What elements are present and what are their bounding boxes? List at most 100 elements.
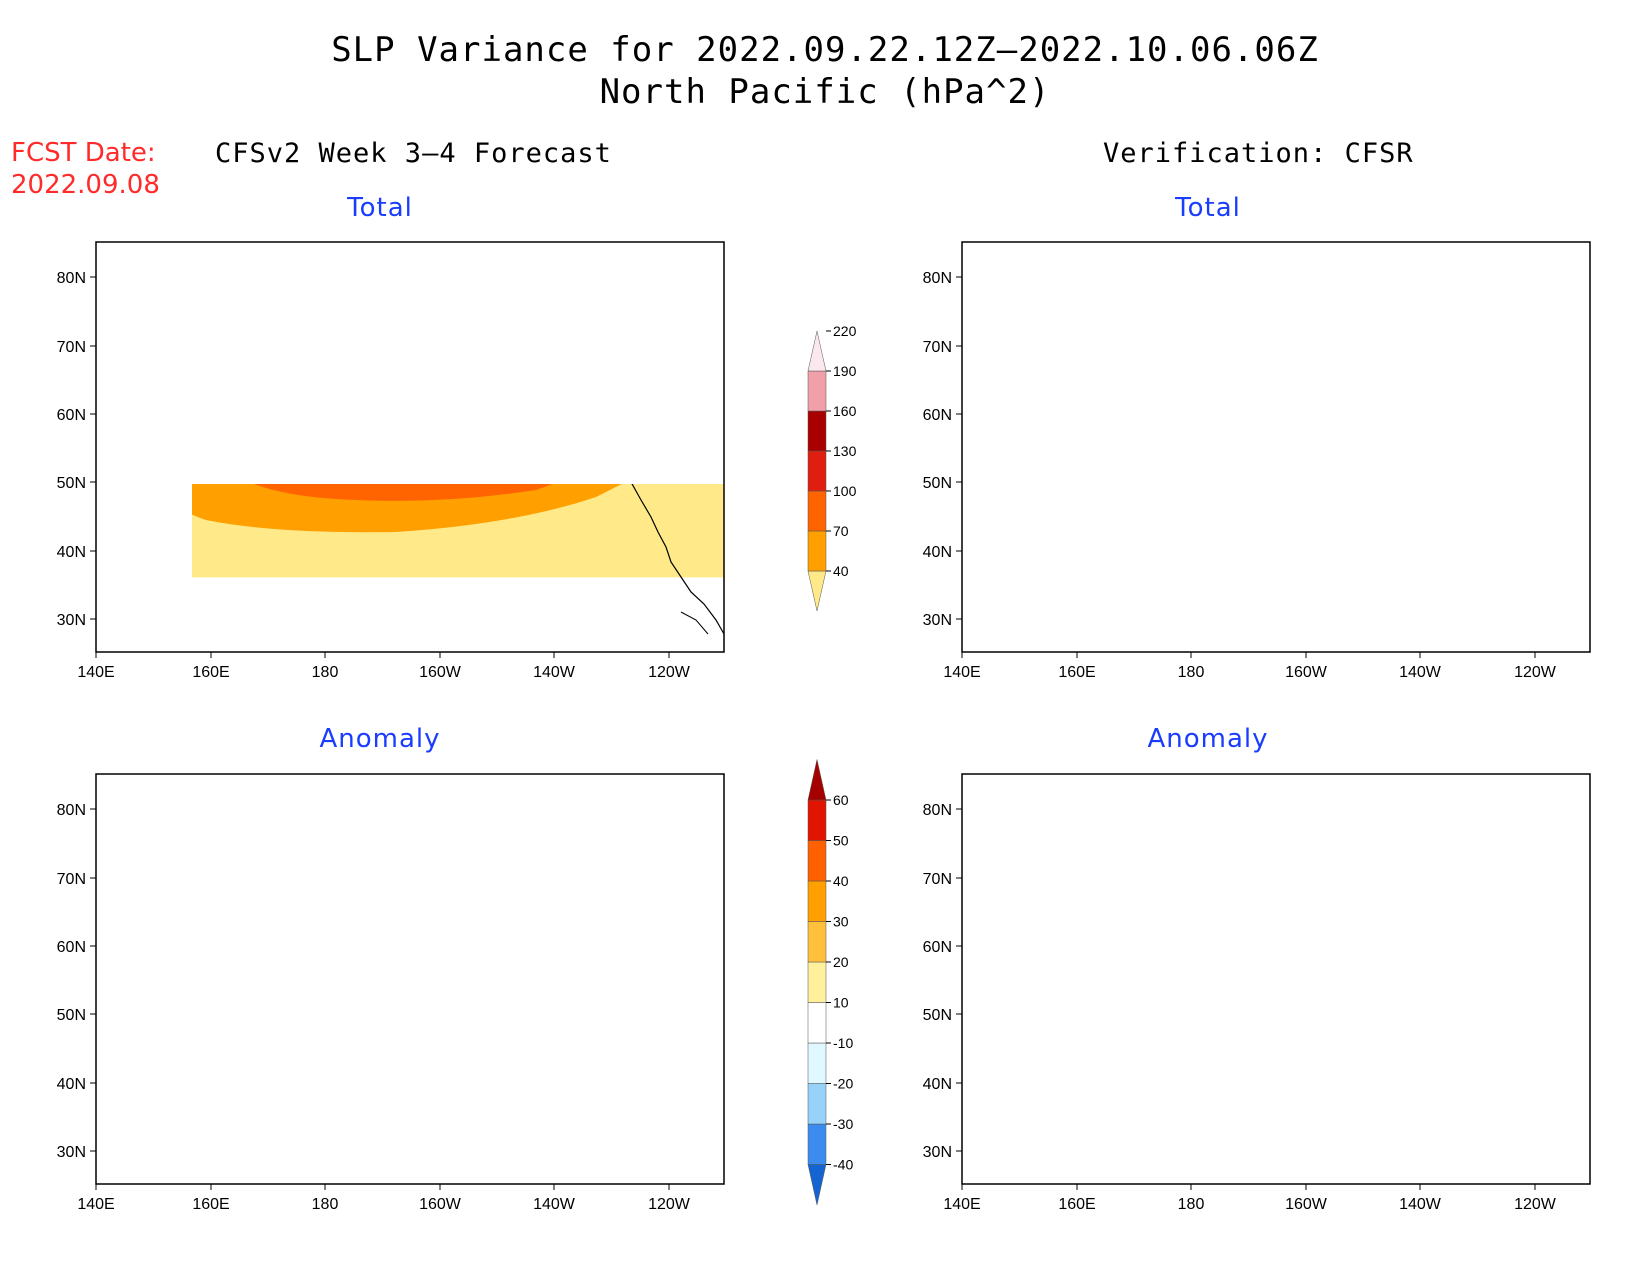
verification-total-lat-label: 50N <box>923 475 952 492</box>
verification-total-lon-label: 160E <box>1058 664 1095 681</box>
colorbar-total-label: 70 <box>833 523 849 539</box>
colorbar-total-label: 160 <box>833 403 857 419</box>
panel-title-forecast-anomaly: Anomaly <box>319 724 441 754</box>
forecast-total-lat-label: 40N <box>57 544 86 561</box>
verification-total-map <box>961 241 1591 653</box>
colorbar-total-segment <box>807 490 827 532</box>
colorbar-total-segment <box>807 370 827 412</box>
forecast-anomaly-lat-label: 60N <box>57 939 86 956</box>
forecast-anomaly-lon-label: 140E <box>77 1196 114 1213</box>
panel-title-forecast-total: Total <box>347 193 413 223</box>
colorbar-total-label: 100 <box>833 483 857 499</box>
colorbar-anom-label: 10 <box>833 995 849 1011</box>
colorbar-anom-label: -10 <box>833 1035 853 1051</box>
colorbar-anom-segment <box>807 921 827 963</box>
verification-anomaly-lat-label: 80N <box>923 802 952 819</box>
verification-anomaly-lat-label: 60N <box>923 939 952 956</box>
colorbar-total-segment <box>807 410 827 452</box>
verification-anomaly-lat-label: 40N <box>923 1076 952 1093</box>
forecast-total-lat-label: 60N <box>57 407 86 424</box>
forecast-total-lat-label: 50N <box>57 475 86 492</box>
forecast-anomaly-lon-label: 160W <box>419 1196 462 1213</box>
colorbar-anom-segment <box>807 1002 827 1044</box>
colorbar-anom-label: 60 <box>833 792 849 808</box>
verification-total-lon-label: 140E <box>943 664 980 681</box>
colorbar-anom-segment <box>807 880 827 922</box>
verification-total-lat-label: 40N <box>923 544 952 561</box>
colorbar-total-segment <box>807 330 827 372</box>
verification-anomaly-lon-label: 140E <box>943 1196 980 1213</box>
colorbar-anom-segment <box>807 1083 827 1125</box>
verification-total-lat-label: 60N <box>923 407 952 424</box>
colorbar-anom-segment <box>807 799 827 841</box>
colorbar-anom-label: -20 <box>833 1076 853 1092</box>
colorbar-anom-segment <box>807 759 827 801</box>
forecast-total-lon-label: 180 <box>312 664 339 681</box>
verification-total-lat-label: 70N <box>923 339 952 356</box>
panel-title-verification-total: Total <box>1175 193 1241 223</box>
colorbar-anom-segment <box>807 1164 827 1206</box>
verification-anomaly-lon-label: 180 <box>1178 1196 1205 1213</box>
colorbar-anom-segment <box>807 840 827 882</box>
forecast-total-lat-label: 30N <box>57 612 86 629</box>
colorbar-anom-label: 20 <box>833 954 849 970</box>
verification-anomaly-lat-label: 30N <box>923 1144 952 1161</box>
verification-anomaly-lat-label: 50N <box>923 1007 952 1024</box>
fcst-date-label: FCST Date: 2022.09.08 <box>11 137 160 201</box>
forecast-total-map <box>95 241 725 653</box>
main-title-line2: North Pacific (hPa^2) <box>599 72 1051 112</box>
verification-total-lat-label: 80N <box>923 270 952 287</box>
colorbar-anomaly: -40 -30 -20 -10 10 20 30 40 50 60 <box>807 759 853 1206</box>
verification-total-lat-label: 30N <box>923 612 952 629</box>
fcst-date-line1: FCST Date: <box>11 138 156 168</box>
verification-anomaly-map <box>961 773 1591 1185</box>
verification-total-lon-label: 160W <box>1285 664 1328 681</box>
forecast-total-lat-label: 70N <box>57 339 86 356</box>
forecast-anomaly-lon-label: 160E <box>192 1196 229 1213</box>
main-title-line1: SLP Variance for 2022.09.22.12Z–2022.10.… <box>331 30 1319 70</box>
verification-total-lon-label: 140W <box>1399 664 1442 681</box>
colorbar-total-segment <box>807 570 827 612</box>
forecast-total-lon-label: 120W <box>648 664 691 681</box>
forecast-anomaly-lon-label: 140W <box>533 1196 576 1213</box>
colorbar-anom-segment <box>807 1123 827 1165</box>
colorbar-total-segment <box>807 530 827 572</box>
fcst-date-line2: 2022.09.08 <box>11 170 160 200</box>
forecast-anomaly-lat-label: 40N <box>57 1076 86 1093</box>
forecast-anomaly-lat-label: 80N <box>57 802 86 819</box>
forecast-column-title: CFSv2 Week 3–4 Forecast <box>215 138 612 169</box>
verification-anomaly-lat-label: 70N <box>923 871 952 888</box>
forecast-anomaly-lon-label: 120W <box>648 1196 691 1213</box>
verification-anomaly-lon-label: 120W <box>1514 1196 1557 1213</box>
verification-anomaly-lon-label: 140W <box>1399 1196 1442 1213</box>
colorbar-anom-segment <box>807 1042 827 1084</box>
forecast-total-lon-label: 160W <box>419 664 462 681</box>
forecast-total-lat-label: 80N <box>57 270 86 287</box>
forecast-anomaly-map <box>95 773 725 1185</box>
colorbar-anom-segment <box>807 961 827 1003</box>
forecast-anomaly-lat-label: 70N <box>57 871 86 888</box>
forecast-anomaly-lat-label: 50N <box>57 1007 86 1024</box>
colorbar-total-label: 190 <box>833 363 857 379</box>
colorbar-anom-label: 40 <box>833 873 849 889</box>
axis-labels: 80N 70N 60N 50N 40N 30N 140E 160E 180 160W 140W 120… <box>57 270 1557 1213</box>
colorbar-total-label: 220 <box>833 323 857 339</box>
forecast-total-lon-label: 160E <box>192 664 229 681</box>
verification-total-lon-label: 120W <box>1514 664 1557 681</box>
verification-anomaly-lon-label: 160E <box>1058 1196 1095 1213</box>
verification-total-lon-label: 180 <box>1178 664 1205 681</box>
forecast-total-lon-label: 140W <box>533 664 576 681</box>
colorbar-anom-label: -40 <box>833 1157 853 1173</box>
forecast-anomaly-lat-label: 30N <box>57 1144 86 1161</box>
colorbar-anom-label: 30 <box>833 914 849 930</box>
verification-column-title: Verification: CFSR <box>1103 138 1414 169</box>
colorbar-total-segment <box>807 450 827 492</box>
forecast-anomaly-lon-label: 180 <box>312 1196 339 1213</box>
colorbar-anom-label: -30 <box>833 1116 853 1132</box>
panel-title-verification-anomaly: Anomaly <box>1147 724 1269 754</box>
forecast-total-lon-label: 140E <box>77 664 114 681</box>
verification-anomaly-lon-label: 160W <box>1285 1196 1328 1213</box>
colorbar-anom-label: 50 <box>833 833 849 849</box>
colorbar-total-label: 130 <box>833 443 857 459</box>
